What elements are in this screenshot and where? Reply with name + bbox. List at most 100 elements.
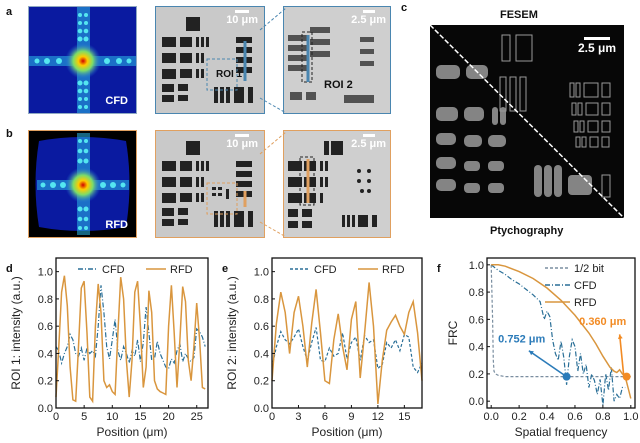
x-tick-label: 0.4 bbox=[539, 411, 554, 423]
series-12bit-line bbox=[490, 264, 631, 378]
annotation-marker bbox=[562, 372, 571, 381]
x-axis-label: Position (μm) bbox=[312, 425, 383, 439]
roi2-label: ROI 2 bbox=[324, 79, 353, 91]
annotation-arrowhead bbox=[617, 334, 623, 340]
annotation-arrowhead bbox=[528, 350, 534, 356]
series-rfd-line bbox=[271, 282, 423, 404]
annotation-label: 0.752 μm bbox=[498, 334, 545, 346]
legend-label: RFD bbox=[170, 264, 193, 276]
x-tick-label: 0 bbox=[269, 411, 275, 423]
rfd-diffraction-pattern: RFD bbox=[28, 130, 137, 238]
y-tick-label: 0.4 bbox=[38, 348, 53, 360]
x-tick-label: 5 bbox=[81, 411, 87, 423]
scale-label: 2.5 μm bbox=[577, 41, 616, 55]
annotation-marker bbox=[622, 372, 631, 381]
x-tick-label: 10 bbox=[106, 411, 118, 423]
usaf-target-pattern bbox=[162, 141, 253, 227]
rfd-roi-zoom-image: 2.5 μm bbox=[283, 130, 391, 238]
x-tick-label: 12 bbox=[372, 411, 384, 423]
panel-label-b: b bbox=[6, 128, 13, 140]
y-tick-label: 0.6 bbox=[38, 321, 53, 333]
x-tick-label: 15 bbox=[398, 411, 410, 423]
cfd-roi-zoom-image: 2.5 μm ROI 2 bbox=[283, 6, 391, 114]
zoom-connector-b bbox=[259, 131, 287, 238]
y-tick-label: 0.4 bbox=[254, 348, 269, 360]
y-tick-label: 1.0 bbox=[38, 267, 53, 279]
scale-label: 10 μm bbox=[226, 14, 258, 26]
x-tick-label: 0.6 bbox=[567, 411, 582, 423]
series-rfd-line bbox=[55, 275, 206, 404]
legend-label: CFD bbox=[574, 280, 597, 292]
zoom-pattern bbox=[288, 27, 374, 103]
diagonal-divider bbox=[430, 25, 624, 218]
y-tick-label: 0.8 bbox=[469, 287, 484, 299]
x-axis-label: Spatial frequency bbox=[515, 425, 608, 439]
y-tick-label: 0.6 bbox=[469, 314, 484, 326]
x-tick-label: 6 bbox=[322, 411, 328, 423]
y-tick-label: 0.8 bbox=[254, 294, 269, 306]
x-tick-label: 0.2 bbox=[511, 411, 526, 423]
legend-label: CFD bbox=[314, 264, 337, 276]
x-tick-label: 0.8 bbox=[595, 411, 610, 423]
panel-label-d: d bbox=[6, 263, 13, 275]
x-axis-label: Position (μm) bbox=[97, 425, 168, 439]
legend-label: 1/2 bit bbox=[574, 263, 604, 275]
ptychography-title: Ptychography bbox=[490, 225, 564, 237]
fesem-title: FESEM bbox=[500, 9, 538, 21]
rfd-reconstruction-image: 10 μm bbox=[155, 130, 265, 238]
legend-label: RFD bbox=[574, 297, 597, 309]
y-tick-label: 0.0 bbox=[38, 403, 53, 415]
comparison-image bbox=[430, 25, 624, 218]
zoom-connector-a bbox=[259, 7, 287, 114]
scale-bar-2.5um-a: 2.5 μm bbox=[351, 10, 386, 26]
series-cfd-line bbox=[55, 285, 206, 370]
scale-bar-2.5um-b: 2.5 μm bbox=[351, 134, 386, 150]
fesem-ptychography-comparison: 2.5 μm bbox=[430, 25, 624, 218]
y-tick-label: 0.0 bbox=[469, 396, 484, 408]
series-cfd-line bbox=[271, 327, 423, 374]
scale-label: 2.5 μm bbox=[351, 14, 386, 26]
scale-bar-10um-a: 10 μm bbox=[226, 10, 258, 26]
y-axis-label: ROI 2: intensity (a.u.) bbox=[225, 276, 239, 389]
y-tick-label: 0.8 bbox=[38, 294, 53, 306]
scale-label: 10 μm bbox=[226, 138, 258, 150]
y-tick-label: 0.2 bbox=[254, 376, 269, 388]
scale-bar-2.5um-c: 2.5 μm bbox=[578, 37, 616, 55]
x-tick-label: 20 bbox=[162, 411, 174, 423]
series-cfd-line bbox=[490, 264, 626, 406]
y-tick-label: 0.2 bbox=[38, 376, 53, 388]
y-tick-label: 0.6 bbox=[254, 321, 269, 333]
x-tick-label: 9 bbox=[348, 411, 354, 423]
annotation-label: 0.360 μm bbox=[579, 316, 626, 328]
y-tick-label: 0.0 bbox=[254, 403, 269, 415]
diffraction-spots bbox=[29, 7, 136, 113]
y-tick-label: 0.2 bbox=[469, 369, 484, 381]
cfd-diffraction-pattern: CFD bbox=[28, 6, 137, 114]
x-tick-label: 25 bbox=[191, 411, 203, 423]
x-tick-label: 0 bbox=[53, 411, 59, 423]
annotation-arrow bbox=[528, 350, 565, 376]
rfd-label: RFD bbox=[105, 219, 128, 231]
legend-label: RFD bbox=[382, 264, 405, 276]
plot-frame-f bbox=[486, 257, 636, 409]
panel-label-c: c bbox=[401, 2, 408, 14]
series-rfd-line bbox=[491, 264, 632, 399]
x-tick-label: 1.0 bbox=[623, 411, 638, 423]
diffraction-spots bbox=[35, 133, 130, 235]
panel-label-f: f bbox=[437, 263, 441, 275]
y-tick-label: 1.0 bbox=[469, 260, 484, 272]
cfd-reconstruction-image: 10 μm ROI 1 bbox=[155, 6, 265, 114]
roi1-label: ROI 1 bbox=[216, 69, 243, 80]
panel-label-a: a bbox=[6, 6, 13, 18]
scale-bar-10um-b: 10 μm bbox=[226, 134, 258, 150]
x-tick-label: 15 bbox=[134, 411, 146, 423]
panel-label-e: e bbox=[222, 263, 228, 275]
y-axis-label: ROI 1: intensity (a.u.) bbox=[9, 276, 23, 389]
x-tick-label: 3 bbox=[295, 411, 301, 423]
x-tick-label: 0.0 bbox=[484, 411, 499, 423]
y-axis-label: FRC bbox=[446, 320, 460, 345]
annotation-arrow bbox=[618, 334, 625, 375]
y-tick-label: 0.4 bbox=[469, 342, 484, 354]
y-tick-label: 1.0 bbox=[254, 267, 269, 279]
legend-label: CFD bbox=[102, 264, 125, 276]
